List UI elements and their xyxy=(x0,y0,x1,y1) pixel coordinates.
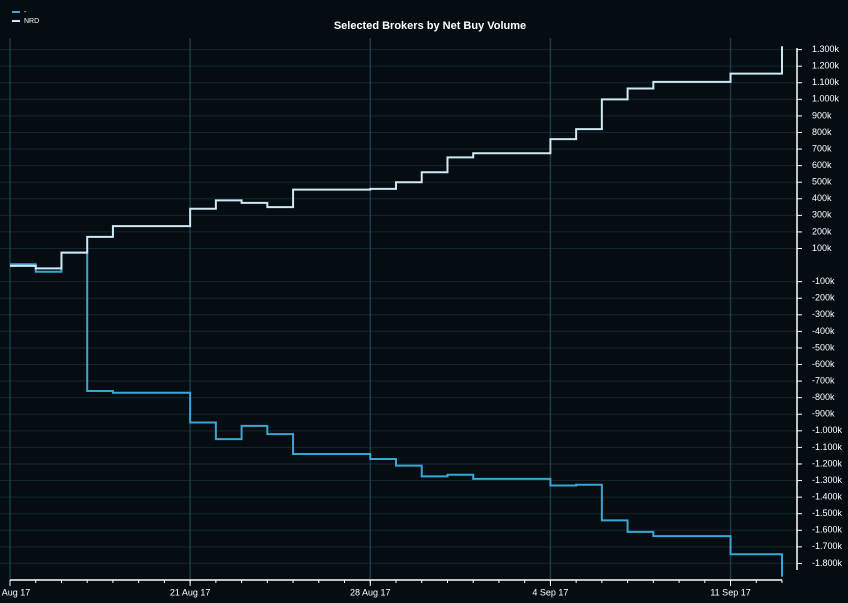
x-tick-label: 11 Sep 17 xyxy=(710,587,750,597)
legend-label: NRD xyxy=(24,18,39,25)
y-tick-label: -300k xyxy=(812,309,835,319)
y-tick-label: -1.700k xyxy=(812,541,843,551)
legend-label: - xyxy=(24,9,27,16)
y-tick-label: 500k xyxy=(812,177,832,187)
y-tick-label: 1.100k xyxy=(812,77,840,87)
x-tick-label: 28 Aug 17 xyxy=(350,587,391,597)
y-tick-label: 900k xyxy=(812,110,832,120)
y-tick-label: 100k xyxy=(812,243,832,253)
line-series xyxy=(10,46,783,270)
y-tick-label: -800k xyxy=(812,392,835,402)
y-tick-label: -1.100k xyxy=(812,442,843,452)
y-tick-label: -500k xyxy=(812,342,835,352)
y-tick-label: 1.000k xyxy=(812,94,840,104)
y-tick-label: -200k xyxy=(812,293,835,303)
y-tick-label: -600k xyxy=(812,359,835,369)
y-tick-label: -100k xyxy=(812,276,835,286)
line-series xyxy=(10,251,783,577)
y-tick-label: -1.800k xyxy=(812,558,843,568)
y-tick-label: 1.300k xyxy=(812,44,840,54)
y-tick-label: -1.000k xyxy=(812,425,843,435)
y-tick-label: -1.500k xyxy=(812,508,843,518)
y-tick-label: -1.600k xyxy=(812,525,843,535)
y-tick-label: 700k xyxy=(812,143,832,153)
y-tick-label: 300k xyxy=(812,210,832,220)
y-tick-label: 800k xyxy=(812,127,832,137)
x-tick-label: 14 Aug 17 xyxy=(0,587,30,597)
y-tick-label: -900k xyxy=(812,409,835,419)
x-tick-label: 21 Aug 17 xyxy=(170,587,211,597)
y-tick-label: 400k xyxy=(812,193,832,203)
y-tick-label: 600k xyxy=(812,160,832,170)
chart-title: Selected Brokers by Net Buy Volume xyxy=(334,20,526,32)
x-tick-label: 4 Sep 17 xyxy=(532,587,568,597)
y-tick-label: 200k xyxy=(812,226,832,236)
y-tick-label: -400k xyxy=(812,326,835,336)
y-tick-label: 1.200k xyxy=(812,61,840,71)
y-tick-label: -1.400k xyxy=(812,492,843,502)
y-tick-label: -1.200k xyxy=(812,458,843,468)
y-tick-label: -700k xyxy=(812,375,835,385)
y-tick-label: -1.300k xyxy=(812,475,843,485)
